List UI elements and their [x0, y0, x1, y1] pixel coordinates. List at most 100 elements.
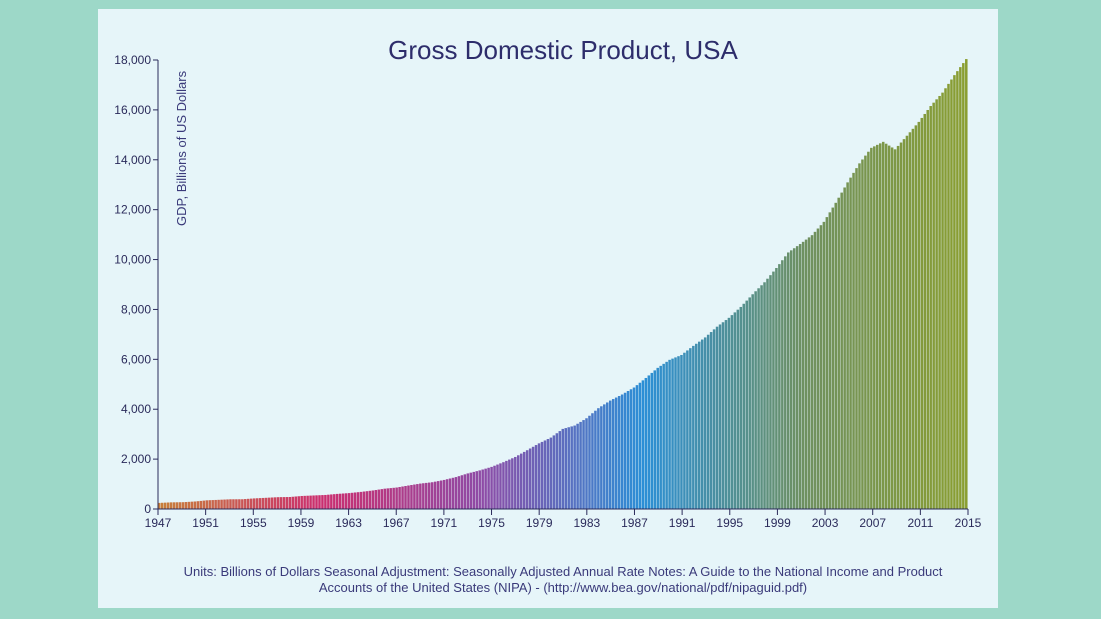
bar: [365, 491, 369, 509]
x-tick-label: 2011: [907, 516, 933, 530]
bar: [641, 380, 645, 509]
bar: [695, 343, 698, 509]
x-tick-label: 2007: [859, 516, 886, 530]
x-tick-label: 1975: [478, 516, 505, 530]
bar: [344, 493, 348, 509]
bar: [626, 391, 630, 509]
bar: [597, 408, 600, 509]
chart-title: Gross Domestic Product, USA: [388, 35, 738, 65]
bar: [822, 221, 826, 510]
bar: [457, 476, 461, 509]
bar: [466, 473, 470, 509]
bar: [404, 486, 407, 509]
bar: [611, 399, 615, 509]
bar: [588, 415, 591, 509]
bar: [386, 488, 389, 509]
bar: [247, 498, 250, 509]
bar: [327, 494, 330, 509]
bar: [341, 493, 345, 509]
bar: [350, 492, 354, 509]
bar: [893, 149, 897, 509]
bar: [914, 125, 918, 510]
bar: [519, 453, 523, 509]
bar: [751, 294, 754, 509]
bar: [778, 264, 781, 509]
bar: [876, 144, 879, 509]
bar: [422, 483, 425, 509]
bar: [454, 477, 458, 509]
y-tick-label: 14,000: [114, 153, 151, 167]
bar: [484, 468, 487, 509]
bar: [677, 356, 680, 509]
bar: [671, 358, 674, 509]
bar: [309, 495, 312, 509]
bar: [448, 478, 452, 509]
bar: [534, 445, 538, 509]
bar: [662, 363, 665, 509]
bar: [487, 467, 490, 509]
bar: [163, 502, 167, 509]
bar: [244, 499, 247, 509]
bar: [196, 501, 200, 509]
bar: [178, 502, 182, 509]
bar: [792, 248, 796, 510]
bar: [724, 320, 728, 509]
bar: [603, 404, 606, 509]
bar: [555, 433, 559, 509]
bar: [656, 367, 659, 509]
bar: [193, 501, 197, 509]
bar: [843, 187, 846, 510]
bar: [938, 95, 941, 509]
bar: [226, 499, 229, 509]
bar: [445, 479, 449, 509]
bar: [229, 499, 232, 509]
bar: [920, 117, 924, 509]
x-tick-label: 1995: [716, 516, 743, 530]
bar: [318, 495, 321, 509]
bar: [217, 499, 220, 509]
bar: [433, 481, 437, 509]
bar: [279, 497, 283, 509]
bar: [199, 500, 203, 509]
bar: [576, 423, 579, 509]
bar: [273, 497, 277, 509]
bar: [801, 241, 805, 509]
bar: [472, 471, 476, 509]
bar: [887, 145, 891, 509]
bar: [190, 501, 194, 509]
bar: [505, 460, 508, 509]
bar: [252, 498, 256, 509]
bar: [944, 88, 947, 509]
bar: [525, 450, 529, 509]
bar: [908, 132, 912, 509]
bar: [807, 237, 811, 509]
bar: [692, 345, 695, 509]
bar: [220, 499, 223, 509]
bar: [674, 357, 677, 509]
bar: [789, 250, 793, 509]
bar: [689, 348, 692, 509]
bar: [769, 275, 772, 509]
bar: [864, 155, 867, 510]
bar: [881, 141, 885, 509]
bar: [522, 451, 526, 509]
bar: [683, 352, 686, 509]
x-axis: 1947 1951 1955 1959 1963 1967 1971 1975 1979 1983…: [145, 508, 982, 530]
bar: [733, 312, 737, 509]
x-tick-label: 1963: [335, 516, 362, 530]
bar: [926, 109, 929, 510]
bar: [591, 413, 594, 509]
bar: [911, 128, 915, 509]
bar: [878, 143, 882, 509]
bar: [368, 490, 372, 509]
bar: [629, 389, 633, 509]
y-tick-label: 8,000: [121, 302, 151, 316]
bar: [546, 439, 550, 509]
bar: [377, 489, 381, 509]
bar: [558, 431, 562, 509]
bar: [181, 502, 185, 509]
bar: [371, 490, 375, 509]
bar: [923, 113, 927, 509]
bar: [564, 428, 567, 509]
bar: [359, 491, 363, 509]
